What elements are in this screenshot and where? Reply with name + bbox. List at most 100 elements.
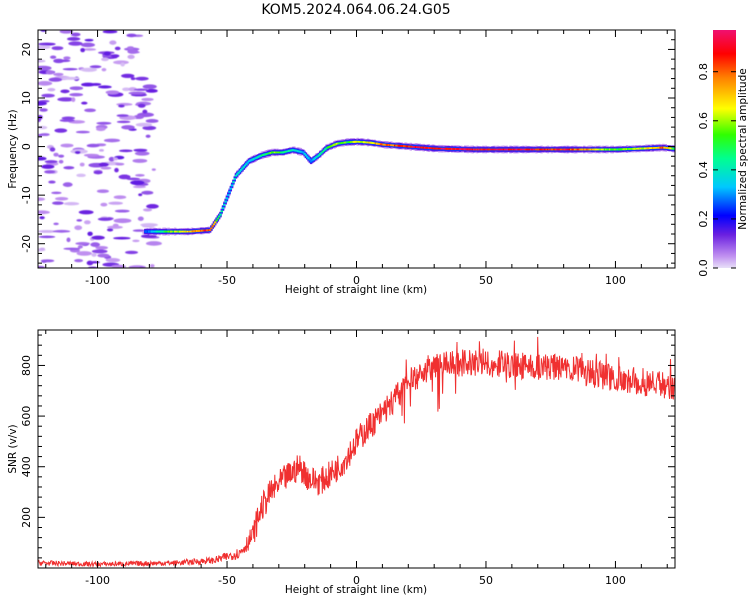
ridge-cell bbox=[480, 148, 484, 151]
ridge-cell bbox=[669, 147, 673, 150]
ridge-cell bbox=[405, 145, 409, 148]
noise-blob bbox=[142, 109, 148, 114]
noise-blob bbox=[96, 121, 112, 125]
noise-blob bbox=[98, 85, 112, 89]
ridge-cell bbox=[439, 147, 442, 150]
noise-blob bbox=[66, 37, 81, 41]
ridge-cell bbox=[641, 147, 644, 150]
ridge-cell bbox=[331, 144, 335, 147]
noise-blob bbox=[127, 49, 139, 54]
noise-blob bbox=[44, 170, 56, 174]
ridge-cell bbox=[212, 223, 216, 226]
ridge-cell bbox=[621, 148, 625, 151]
noise-blob bbox=[91, 235, 105, 240]
ridge-cell bbox=[548, 148, 551, 151]
noise-blob bbox=[38, 59, 46, 63]
noise-blob bbox=[38, 235, 56, 239]
ridge-cell bbox=[610, 148, 613, 151]
ridge-cell bbox=[272, 151, 275, 154]
ridge-cell bbox=[250, 159, 253, 161]
spectrogram-plot-area bbox=[38, 30, 675, 268]
ridge-cell bbox=[408, 145, 411, 148]
ridge-cell bbox=[588, 148, 591, 151]
noise-blob bbox=[76, 219, 83, 222]
ridge-cell bbox=[229, 187, 233, 190]
ridge-cell bbox=[173, 230, 177, 233]
ridge-cell bbox=[189, 230, 192, 233]
noise-blob bbox=[91, 252, 97, 257]
ridge-cell bbox=[456, 148, 459, 151]
noise-blob bbox=[39, 247, 45, 251]
ridge-cell bbox=[347, 141, 350, 143]
ridge-cell bbox=[577, 148, 581, 151]
noise-blob bbox=[63, 166, 75, 170]
ridge-cell bbox=[163, 230, 166, 233]
ridge-cell bbox=[329, 145, 332, 148]
ridge-cell bbox=[509, 148, 512, 151]
ridge-cell bbox=[195, 230, 199, 233]
ridge-cell bbox=[236, 173, 239, 176]
ridge-cell bbox=[396, 144, 400, 147]
ridge-cell bbox=[469, 148, 472, 151]
noise-blob bbox=[97, 217, 113, 221]
ridge-cell bbox=[259, 154, 262, 157]
x-tick-label: 50 bbox=[479, 574, 493, 587]
noise-blob bbox=[91, 249, 108, 254]
noise-blob bbox=[90, 242, 101, 247]
ridge-cell bbox=[475, 148, 479, 151]
ridge-cell bbox=[322, 149, 326, 152]
noise-blob bbox=[39, 133, 50, 137]
ridge-cell bbox=[150, 230, 154, 233]
ridge-cell bbox=[502, 148, 506, 151]
ridge-cell bbox=[401, 145, 405, 148]
y-tick-label: -10 bbox=[20, 186, 33, 204]
noise-blob bbox=[41, 93, 55, 98]
ridge-cell bbox=[234, 174, 238, 177]
ridge-cell bbox=[366, 141, 370, 144]
ridge-cell bbox=[579, 148, 582, 151]
ridge-cell bbox=[247, 160, 251, 162]
ridge-cell bbox=[164, 230, 168, 233]
ridge-cell bbox=[395, 144, 398, 147]
noise-blob bbox=[134, 151, 150, 156]
ridge-cell bbox=[274, 151, 278, 154]
x-tick-label: 50 bbox=[479, 274, 493, 287]
ridge-cell bbox=[479, 148, 482, 151]
figure-title: KOM5.2024.064.06.24.G05 bbox=[261, 2, 450, 18]
ridge-cell bbox=[311, 159, 314, 161]
ridge-cell bbox=[458, 148, 462, 150]
noise-blob bbox=[44, 160, 58, 164]
ridge-cell bbox=[362, 141, 366, 144]
ridge-cell bbox=[627, 148, 630, 151]
ridge-cell bbox=[514, 148, 517, 151]
noise-blob bbox=[50, 55, 57, 59]
ridge-cell bbox=[414, 146, 418, 148]
ridge-cell bbox=[276, 151, 279, 154]
noise-blob bbox=[69, 93, 84, 97]
ridge-cell bbox=[318, 153, 322, 156]
noise-blob bbox=[76, 251, 92, 256]
noise-blob bbox=[101, 67, 107, 72]
noise-blob bbox=[38, 42, 56, 46]
noise-blob bbox=[151, 168, 156, 171]
ridge-cell bbox=[575, 148, 578, 151]
ridge-cell bbox=[542, 148, 546, 151]
noise-blob bbox=[132, 239, 140, 243]
ridge-cell bbox=[649, 147, 652, 149]
ridge-cell bbox=[317, 154, 321, 157]
ridge-cell bbox=[432, 147, 436, 150]
ridge bbox=[144, 137, 675, 236]
noise-blob bbox=[102, 30, 118, 34]
ridge-cell bbox=[230, 184, 234, 187]
noise-blob bbox=[132, 229, 146, 232]
noise-blob bbox=[84, 108, 96, 113]
noise-blob bbox=[135, 76, 149, 81]
ridge-cell bbox=[652, 147, 656, 149]
noise-blob bbox=[48, 180, 56, 184]
ridge-cell bbox=[445, 147, 449, 150]
ridge-cell bbox=[381, 143, 384, 146]
noise-blob bbox=[70, 32, 81, 37]
ridge-cell bbox=[443, 147, 446, 150]
colorbar-tick-label: 0.2 bbox=[697, 210, 710, 228]
